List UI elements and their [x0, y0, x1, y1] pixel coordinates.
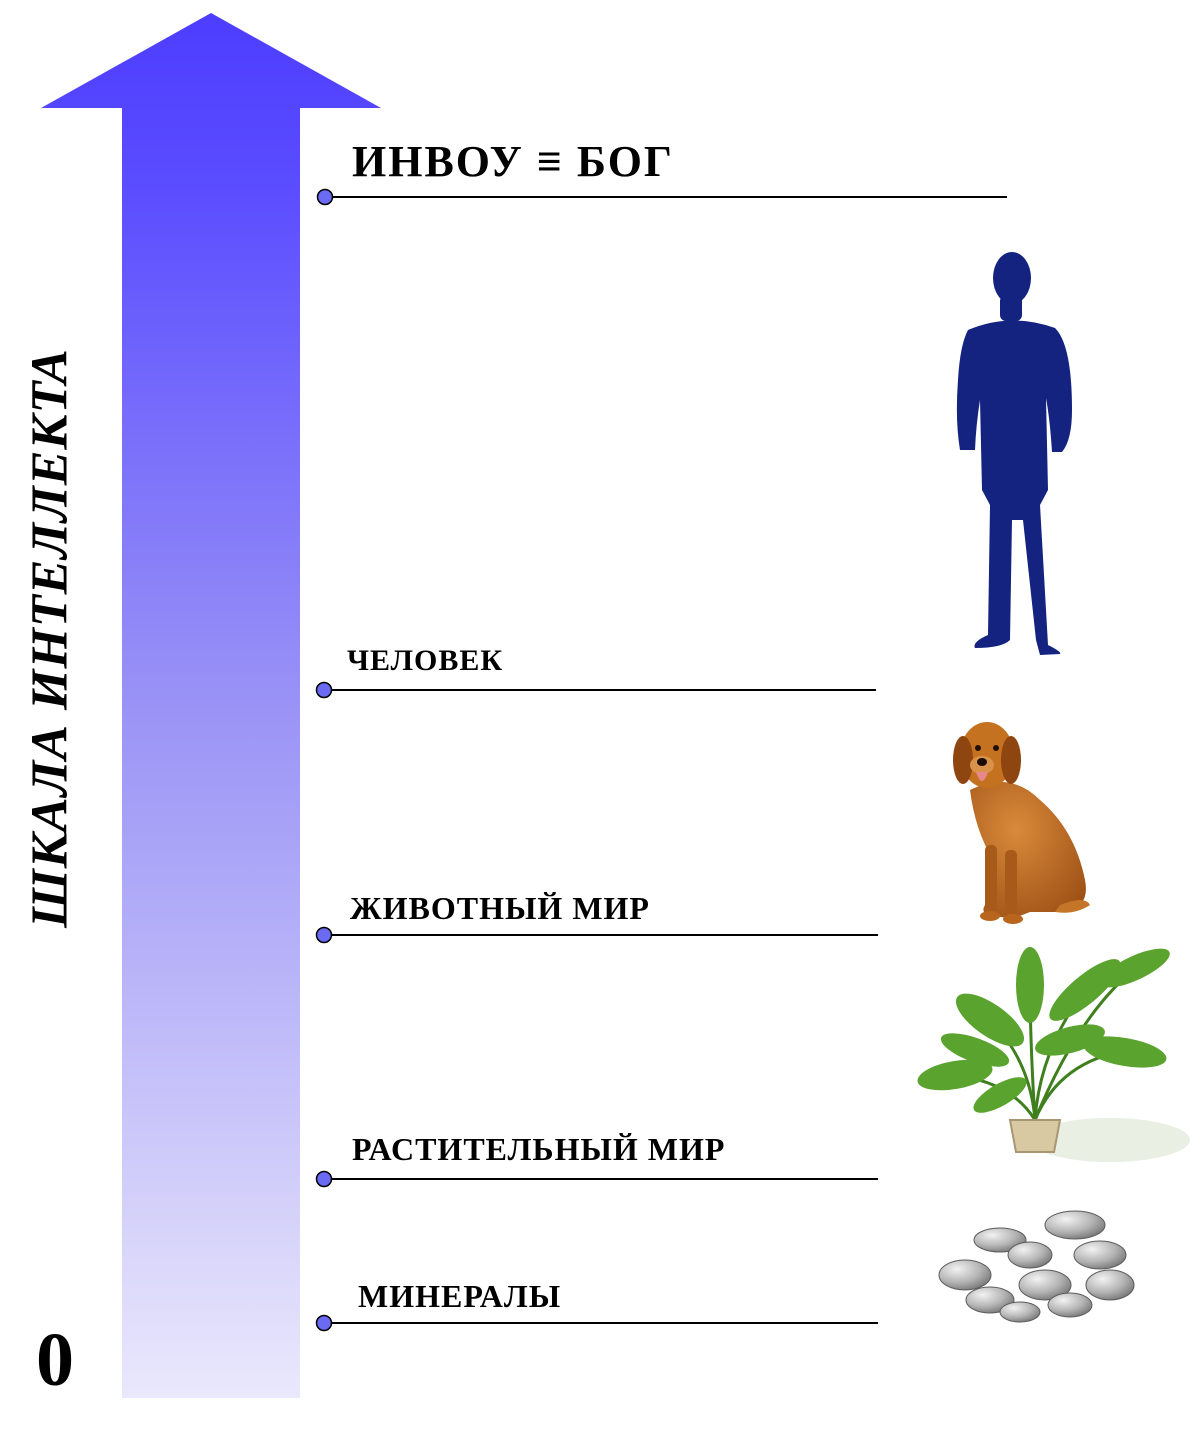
- level-marker: [316, 188, 334, 206]
- scale-zero-label: 0: [36, 1318, 74, 1402]
- level-marker: [315, 1314, 333, 1332]
- level-line-god: [316, 188, 1007, 206]
- level-label-plant: РАСТИТЕЛЬНЫЙ МИР: [352, 1131, 726, 1167]
- potted-palm-icon: [917, 947, 1190, 1162]
- level-marker: [315, 1170, 333, 1188]
- level-label-god: ИНВОУ ≡ БОГ: [352, 137, 674, 186]
- level-line-animal: [315, 926, 878, 944]
- dog-icon: [953, 722, 1090, 924]
- level-line-plant: [315, 1170, 878, 1188]
- stones-icon: [938, 1210, 1135, 1323]
- intelligence-arrow: [41, 13, 381, 1398]
- level-marker: [315, 681, 333, 699]
- scale-axis-title-text: ШКАЛА ИНТЕЛЛЕКТА: [21, 348, 79, 928]
- level-line-human: [315, 681, 876, 699]
- human-silhouette-icon: [956, 252, 1072, 655]
- level-marker: [315, 926, 333, 944]
- level-line-mineral: [315, 1314, 878, 1332]
- level-label-mineral: МИНЕРАЛЫ: [358, 1278, 562, 1314]
- level-label-animal: ЖИВОТНЫЙ МИР: [350, 890, 650, 926]
- level-label-human: ЧЕЛОВЕК: [347, 644, 504, 677]
